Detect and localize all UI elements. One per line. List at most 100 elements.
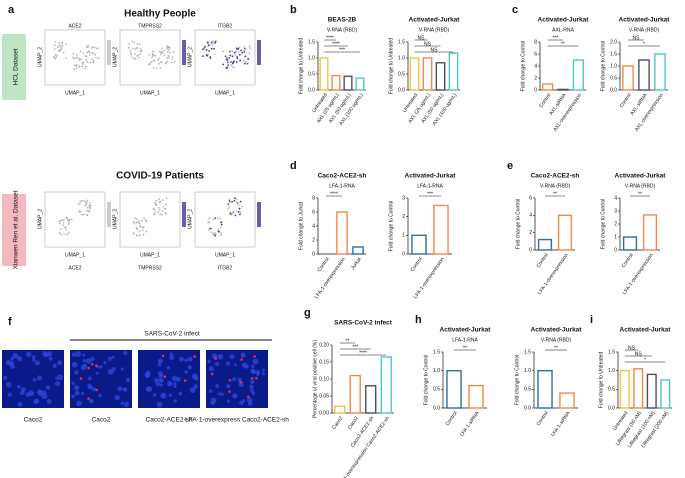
umap-point	[233, 51, 236, 54]
nucleus	[154, 377, 159, 383]
umap-point	[58, 44, 61, 47]
bar	[343, 75, 353, 91]
umap-point	[81, 62, 84, 65]
x-tick-label: Control	[536, 252, 550, 269]
nucleus	[184, 370, 188, 374]
umap-point	[138, 234, 141, 237]
sig-label: **	[638, 191, 642, 197]
umap-point	[230, 61, 232, 63]
chart-title: Activated-Jurkat	[440, 327, 492, 334]
x-tick-label: Control	[621, 252, 635, 269]
umap-point	[81, 65, 84, 68]
umap-point	[208, 217, 211, 220]
umap-point	[237, 204, 240, 207]
umap-point	[227, 203, 230, 206]
umap-point	[155, 67, 158, 70]
umap-point	[219, 234, 222, 237]
y-tick-label: 2	[534, 75, 537, 81]
umap-point	[166, 46, 169, 49]
umap-point	[63, 233, 65, 236]
umap-point	[85, 203, 88, 206]
nucleus	[247, 401, 253, 406]
sig-label: *	[643, 41, 645, 47]
umap-point	[231, 55, 234, 58]
umap-point	[210, 47, 213, 50]
sig-label: NS	[418, 35, 426, 41]
sig-label: **	[553, 191, 557, 197]
umap-point	[236, 210, 239, 213]
umap-point	[65, 57, 68, 60]
sig-label: NS	[633, 35, 641, 41]
nucleus	[57, 360, 63, 366]
umap-point	[238, 53, 241, 56]
y-tick-label: 2	[614, 221, 617, 227]
umap-point	[210, 42, 213, 45]
umap-point	[241, 51, 244, 54]
umap-point	[72, 52, 75, 55]
umap-point	[86, 206, 89, 209]
umap-point	[226, 61, 229, 64]
umap-point	[217, 228, 220, 231]
umap-point	[242, 59, 245, 62]
umap-point	[67, 219, 70, 222]
nucleus	[17, 384, 21, 389]
umap-y-label: UMAP_2	[112, 209, 118, 229]
umap-point	[127, 47, 130, 49]
umap-point	[228, 199, 231, 202]
umap-point	[62, 51, 65, 54]
viral-signal	[246, 395, 250, 399]
umap-point	[148, 53, 151, 56]
nucleus	[123, 387, 128, 392]
umap-point	[56, 54, 58, 56]
umap-frame	[44, 191, 106, 248]
x-tick-label: LFA-1-overexpression	[314, 256, 347, 300]
umap-point	[73, 67, 76, 70]
y-tick-label: 4	[529, 213, 532, 219]
chart-title: Activated-Jurkat	[405, 173, 457, 180]
nucleus	[251, 391, 256, 396]
umap-point	[209, 227, 211, 230]
umap-y-label: UMAP_2	[37, 47, 43, 67]
umap-point	[75, 65, 78, 67]
x-tick-label: Control	[619, 92, 633, 109]
umap-point	[166, 60, 169, 63]
umap-point	[167, 54, 170, 57]
umap-point	[161, 47, 164, 50]
nucleus	[7, 392, 12, 397]
umap-point	[139, 225, 142, 228]
umap-point	[57, 50, 60, 52]
umap-point	[159, 213, 162, 216]
chart-subtitle: V-RNA (RBD)	[629, 27, 660, 33]
umap-point	[239, 59, 242, 62]
y-tick-label: 0	[402, 251, 405, 257]
nucleus	[10, 364, 15, 369]
umap-point	[166, 45, 169, 47]
chart-title: Activated-Jurkat	[409, 17, 461, 24]
umap-point	[83, 200, 86, 203]
nucleus	[57, 374, 64, 381]
nucleus	[252, 358, 259, 365]
viral-signal	[90, 362, 94, 366]
sig-label: ****	[326, 35, 334, 41]
umap-point	[228, 198, 231, 201]
umap-point	[75, 54, 78, 57]
umap-point	[247, 58, 250, 60]
nucleus	[146, 370, 151, 375]
panel-letter: g	[304, 307, 311, 319]
panel-letter: b	[290, 4, 297, 16]
colorbar	[107, 40, 111, 65]
y-axis-label: Percentage of viral positive cell (%)	[312, 340, 318, 418]
umap-point	[139, 53, 142, 55]
umap-point	[168, 56, 171, 59]
x-tick-label: Caco2	[347, 415, 360, 430]
umap-point	[165, 197, 168, 200]
chart-subtitle: LFA-1-RNA	[329, 183, 355, 189]
nucleus	[173, 399, 177, 403]
y-axis-label: Fold change to Control	[388, 201, 394, 252]
gene-label: ACE2	[68, 265, 81, 271]
umap-point	[132, 233, 135, 235]
colorbar	[182, 40, 186, 65]
umap-point	[88, 202, 91, 205]
umap-point	[61, 42, 64, 45]
